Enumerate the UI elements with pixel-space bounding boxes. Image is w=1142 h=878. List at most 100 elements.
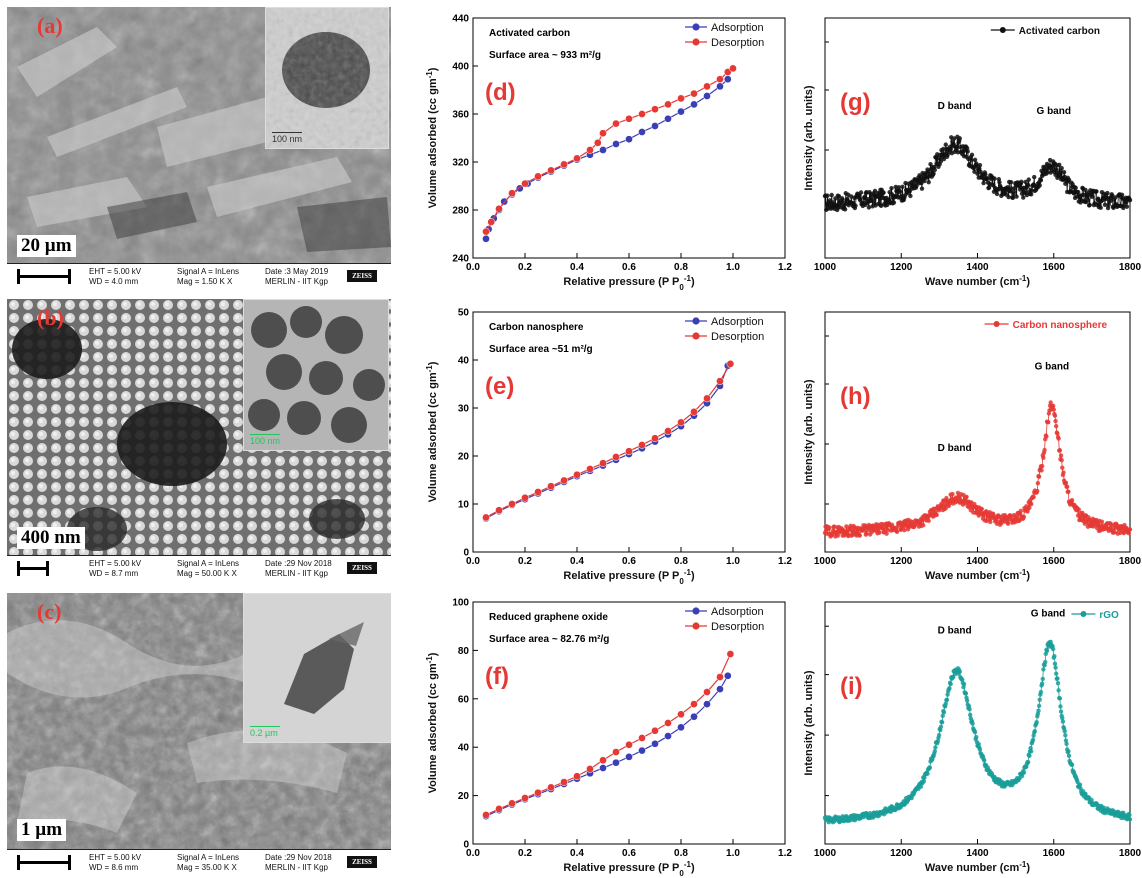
- legend-label: Adsorption: [711, 22, 764, 34]
- plot-frame: [824, 17, 1131, 259]
- data-point: [1039, 681, 1045, 686]
- data-point: [1056, 688, 1061, 693]
- y-axis-label: Volume adsorbed (cc gm-1): [425, 652, 440, 793]
- data-point: [900, 184, 905, 190]
- data-point: [1089, 194, 1095, 199]
- data-point: [964, 698, 970, 703]
- sem-panel-b: (b) 100 nm 400 nm EHT = 5.00 kV WD = 8.7 …: [7, 299, 391, 582]
- y-tick-label: 40: [458, 743, 470, 754]
- band-annotation: G band: [1035, 362, 1069, 373]
- data-point: [945, 692, 950, 697]
- data-point: [969, 152, 975, 158]
- data-point: [1019, 179, 1024, 185]
- panel-label: (i): [840, 673, 863, 700]
- data-point: [534, 172, 542, 181]
- x-tick-label: 0.0: [466, 262, 480, 273]
- legend-marker: [692, 332, 700, 340]
- sem-panel-c: (c) 0.2 µm 1 µm EHT = 5.00 kV WD = 8.6 mm…: [7, 593, 391, 876]
- data-point: [1028, 192, 1034, 197]
- data-point: [729, 64, 737, 73]
- inset-scale-bar: 100 nm: [272, 132, 302, 144]
- data-point: [1023, 179, 1028, 185]
- bet-chart-reduced-graphene-oxide: 0.0 0.2 0.4 0.6 0.8 1.0 1.2 0 20 40 60 80 100 Relativ…: [425, 598, 793, 878]
- data-point: [1021, 514, 1027, 520]
- data-point: [1028, 749, 1034, 754]
- data-point: [827, 525, 832, 530]
- data-point: [1037, 697, 1042, 702]
- x-axis-label: Relative pressure (P P0-1): [563, 860, 695, 878]
- data-point: [976, 741, 981, 747]
- x-tick-label: 0.0: [466, 556, 480, 567]
- y-tick-label: 40: [458, 356, 470, 367]
- legend-marker: [692, 622, 700, 630]
- raman-chart-carbon-nanosphere: 1000 1200 1400 1600 1800 Wave number (cm-1) In…: [803, 311, 1142, 582]
- signal-text: Signal A = InLens: [177, 559, 240, 568]
- data-point: [534, 488, 542, 496]
- inset-scale-line: [272, 132, 302, 133]
- data-point: [954, 145, 959, 150]
- data-point: [872, 188, 878, 194]
- data-point: [612, 119, 620, 128]
- mag-text: Mag = 50.00 K X: [177, 569, 237, 578]
- data-point: [981, 180, 986, 186]
- instrument-text: MERLIN - IIT Kgp: [265, 863, 328, 872]
- data-point: [1053, 424, 1059, 429]
- x-tick-label: 0.2: [518, 262, 532, 273]
- data-point: [482, 513, 490, 522]
- data-point: [1041, 455, 1046, 461]
- data-point: [716, 82, 724, 91]
- data-point: [1034, 719, 1039, 725]
- eht-text: EHT = 5.00 kV: [89, 267, 142, 276]
- data-point: [651, 122, 659, 130]
- data-point: [1105, 190, 1110, 196]
- legend-marker: [692, 607, 700, 615]
- y-axis-label: Volume adsorbed (cc gm-1): [425, 67, 440, 208]
- data-point: [950, 491, 955, 497]
- x-tick-label: 1800: [1119, 262, 1142, 273]
- data-point: [1025, 760, 1031, 765]
- data-point: [827, 198, 833, 203]
- data-point: [943, 701, 948, 707]
- data-point: [829, 192, 834, 198]
- sem-info-bar: EHT = 5.00 kV WD = 8.7 mm Signal A = InLe…: [7, 555, 391, 582]
- data-point: [1075, 189, 1081, 195]
- x-tick-label: 1000: [814, 848, 837, 859]
- data-point: [651, 105, 659, 114]
- data-point: [599, 459, 607, 468]
- data-point: [957, 669, 963, 674]
- data-point: [1085, 197, 1091, 203]
- data-point: [1046, 419, 1051, 425]
- y-tick-label: 440: [452, 14, 469, 25]
- data-point: [560, 476, 568, 485]
- data-point: [1035, 488, 1040, 494]
- series-line: [485, 675, 729, 817]
- data-point: [1063, 181, 1068, 186]
- data-point: [1063, 480, 1069, 486]
- data-point: [638, 441, 646, 449]
- data-point: [677, 723, 685, 732]
- x-tick-label: 0.4: [570, 556, 584, 567]
- data-point: [1059, 166, 1064, 171]
- sem-panel-label: (b): [37, 305, 64, 330]
- y-tick-label: 240: [452, 254, 469, 265]
- data-point: [977, 162, 983, 168]
- chart-subtitle: Surface area ~ 933 m²/g: [489, 50, 601, 61]
- data-point: [982, 758, 987, 763]
- data-point: [586, 146, 594, 154]
- legend-label: Desorption: [711, 331, 764, 343]
- scale-bar: [17, 561, 49, 576]
- data-point: [1036, 708, 1041, 713]
- data-point: [638, 110, 646, 118]
- data-point: [853, 203, 858, 208]
- data-point: [1028, 501, 1034, 507]
- wd-text: WD = 4.0 mm: [89, 277, 139, 286]
- data-point: [1102, 202, 1108, 207]
- series-line: [485, 653, 731, 816]
- legend-marker: [692, 38, 700, 46]
- date-text: Date :29 Nov 2018: [265, 853, 332, 862]
- data-point: [1051, 407, 1056, 412]
- x-tick-label: 0.6: [622, 262, 636, 273]
- data-point: [891, 200, 897, 205]
- data-point: [1058, 709, 1064, 714]
- data-point: [547, 166, 555, 175]
